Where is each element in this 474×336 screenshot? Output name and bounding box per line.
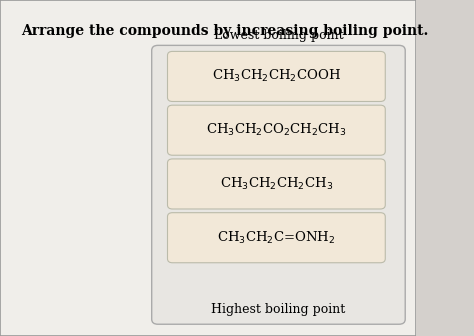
Text: CH$_3$CH$_2$C=ONH$_2$: CH$_3$CH$_2$C=ONH$_2$	[217, 230, 336, 246]
FancyBboxPatch shape	[152, 45, 405, 324]
FancyBboxPatch shape	[0, 0, 416, 336]
FancyBboxPatch shape	[167, 105, 385, 155]
FancyBboxPatch shape	[167, 51, 385, 101]
FancyBboxPatch shape	[167, 213, 385, 263]
Text: Highest boiling point: Highest boiling point	[211, 303, 346, 316]
Text: Arrange the compounds by increasing boiling point.: Arrange the compounds by increasing boil…	[21, 24, 428, 38]
Text: CH$_3$CH$_2$CH$_2$COOH: CH$_3$CH$_2$CH$_2$COOH	[212, 69, 341, 84]
Text: CH$_3$CH$_2$CO$_2$CH$_2$CH$_3$: CH$_3$CH$_2$CO$_2$CH$_2$CH$_3$	[206, 122, 346, 138]
Text: Lowest boiling point: Lowest boiling point	[214, 29, 343, 42]
FancyBboxPatch shape	[167, 159, 385, 209]
Text: CH$_3$CH$_2$CH$_2$CH$_3$: CH$_3$CH$_2$CH$_2$CH$_3$	[220, 176, 333, 192]
